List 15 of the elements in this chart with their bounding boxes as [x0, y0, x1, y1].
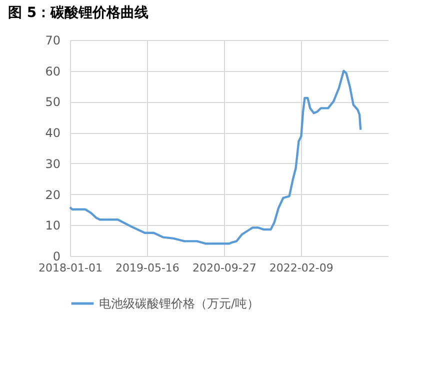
legend-label: 电池级碳酸锂价格（万元/吨） — [99, 296, 260, 310]
y-tick-label: 0 — [52, 250, 60, 264]
x-tick-label: 2018-01-01 — [38, 262, 102, 274]
y-tick-label: 30 — [45, 156, 60, 171]
y-tick-label: 20 — [45, 188, 60, 202]
x-tick-label: 2022-02-09 — [269, 262, 334, 274]
x-tick-label: 2019-05-16 — [115, 262, 180, 274]
y-tick-label: 50 — [45, 95, 60, 110]
line-series — [68, 70, 362, 245]
y-tick-label: 70 — [45, 34, 60, 48]
y-tick-label: 40 — [45, 126, 60, 140]
y-tick-label: 60 — [45, 64, 60, 78]
y-tick-label: 10 — [45, 218, 60, 233]
x-tick-label: 2020-09-27 — [192, 262, 256, 274]
chart-title: 图 5：碳酸锂价格曲线 — [8, 5, 149, 21]
